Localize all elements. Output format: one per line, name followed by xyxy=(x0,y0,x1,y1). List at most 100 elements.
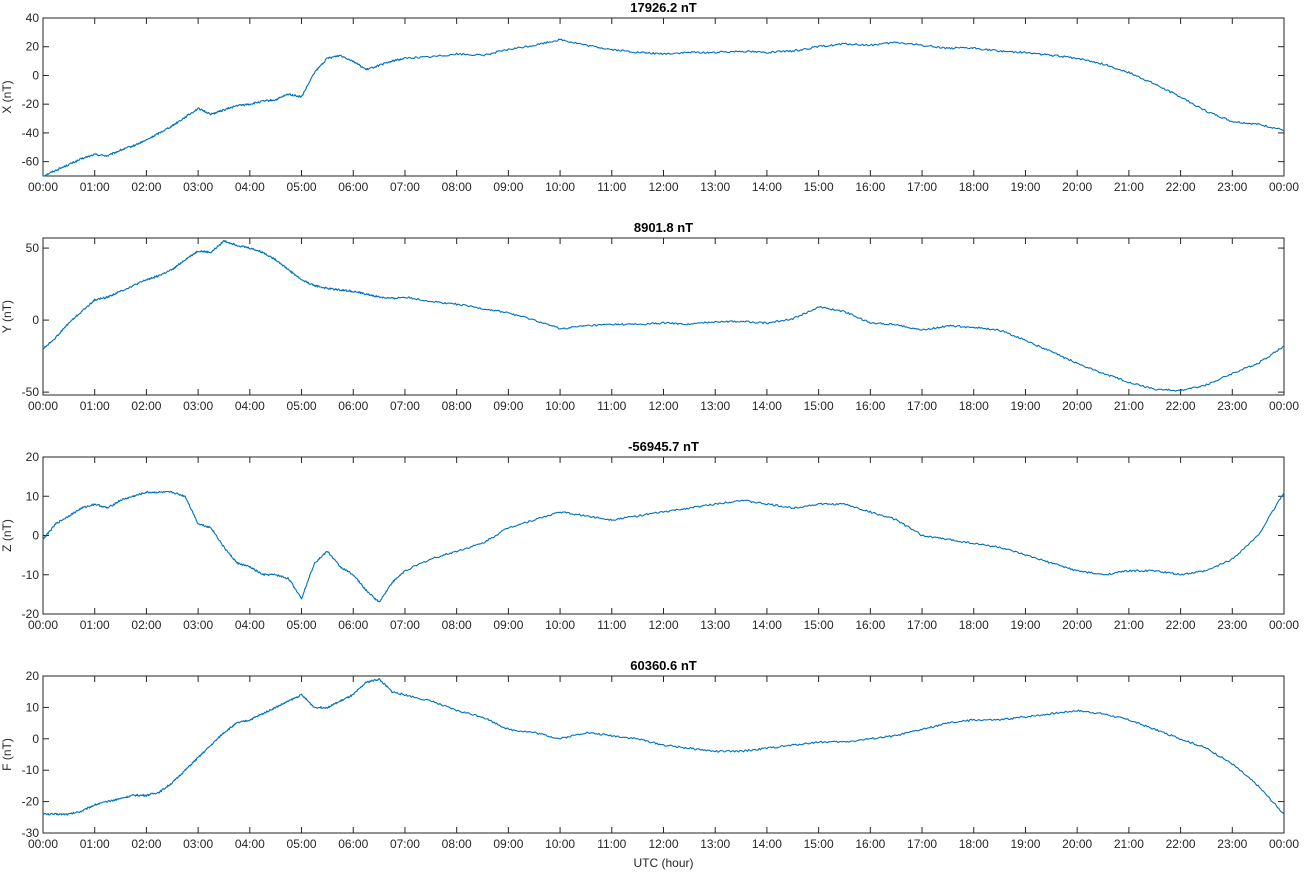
y-tick-label: -50 xyxy=(22,385,40,399)
series-line xyxy=(42,240,1285,392)
x-tick-label: 00:00 xyxy=(28,618,58,632)
x-tick-label: 00:00 xyxy=(1269,399,1299,413)
x-tick-label: 21:00 xyxy=(1114,837,1144,851)
x-tick-label: 15:00 xyxy=(804,837,834,851)
x-tick-label: 07:00 xyxy=(390,618,420,632)
x-tick-label: 20:00 xyxy=(1062,837,1092,851)
axes-box xyxy=(42,456,1285,615)
x-tick-label: 14:00 xyxy=(752,180,782,194)
y-axis-label: Y (nT) xyxy=(0,300,14,333)
y-axis-label: Z (nT) xyxy=(0,519,14,552)
x-tick-label: 03:00 xyxy=(183,618,213,632)
y-axis-label: X (nT) xyxy=(0,80,14,113)
panel-title: 17926.2 nT xyxy=(630,0,697,15)
y-tick-label: 10 xyxy=(26,489,40,503)
y-tick-label: 40 xyxy=(26,11,40,25)
y-tick-label: -20 xyxy=(22,97,40,111)
x-tick-label: 04:00 xyxy=(235,618,265,632)
x-tick-label: 18:00 xyxy=(959,399,989,413)
axes-box xyxy=(42,675,1285,834)
series-line xyxy=(42,678,1285,816)
x-tick-label: 09:00 xyxy=(493,618,523,632)
x-axis-label: UTC (hour) xyxy=(633,856,693,870)
x-tick-label: 04:00 xyxy=(235,837,265,851)
x-tick-label: 00:00 xyxy=(28,180,58,194)
x-tick-label: 01:00 xyxy=(80,837,110,851)
y-tick-label: 20 xyxy=(26,450,40,464)
panel-0: 17926.2 nT X (nT) -60 -40 -20 0 20 40 00:00 01:00… xyxy=(0,0,1299,194)
x-tick-label: 08:00 xyxy=(442,618,472,632)
x-tick-label: 22:00 xyxy=(1166,618,1196,632)
x-tick-label: 23:00 xyxy=(1217,180,1247,194)
x-tick-label: 14:00 xyxy=(752,618,782,632)
x-tick-label: 23:00 xyxy=(1217,837,1247,851)
x-tick-label: 00:00 xyxy=(1269,180,1299,194)
panel-3: 60360.6 nT F (nT) -30 -20 -10 0 10 20 00:00 01:00… xyxy=(0,658,1299,851)
x-tick-label: 17:00 xyxy=(907,618,937,632)
x-tick-label: 16:00 xyxy=(855,399,885,413)
x-tick-label: 09:00 xyxy=(493,837,523,851)
y-tick-label: 0 xyxy=(32,732,39,746)
x-tick-label: 12:00 xyxy=(648,837,678,851)
x-tick-label: 20:00 xyxy=(1062,618,1092,632)
x-tick-label: 02:00 xyxy=(131,399,161,413)
x-tick-label: 13:00 xyxy=(700,399,730,413)
y-tick-label: 10 xyxy=(26,700,40,714)
x-tick-label: 16:00 xyxy=(855,180,885,194)
panel-title: -56945.7 nT xyxy=(628,439,699,454)
x-tick-label: 23:00 xyxy=(1217,618,1247,632)
x-tick-label: 01:00 xyxy=(80,618,110,632)
x-tick-label: 12:00 xyxy=(648,399,678,413)
x-tick-label: 00:00 xyxy=(1269,837,1299,851)
y-tick-label: 20 xyxy=(26,40,40,54)
y-axis-label: F (nT) xyxy=(0,738,14,771)
x-tick-label: 10:00 xyxy=(545,180,575,194)
y-tick-label: 50 xyxy=(26,241,40,255)
x-tick-label: 19:00 xyxy=(1010,399,1040,413)
y-tick-label: 20 xyxy=(26,669,40,683)
x-tick-label: 09:00 xyxy=(493,180,523,194)
y-tick-label: -60 xyxy=(22,155,40,169)
x-tick-label: 11:00 xyxy=(597,399,626,413)
x-tick-label: 06:00 xyxy=(338,399,368,413)
x-tick-label: 20:00 xyxy=(1062,180,1092,194)
y-tick-label: -10 xyxy=(22,568,40,582)
x-tick-label: 01:00 xyxy=(80,399,110,413)
x-tick-label: 03:00 xyxy=(183,180,213,194)
x-tick-label: 07:00 xyxy=(390,180,420,194)
x-tick-label: 00:00 xyxy=(1269,618,1299,632)
x-tick-label: 09:00 xyxy=(493,399,523,413)
x-tick-label: 07:00 xyxy=(390,837,420,851)
x-tick-label: 19:00 xyxy=(1010,618,1040,632)
y-tick-label: 0 xyxy=(32,529,39,543)
y-tick-label: -20 xyxy=(22,607,40,621)
x-tick-label: 05:00 xyxy=(287,618,317,632)
x-tick-label: 18:00 xyxy=(959,618,989,632)
x-tick-label: 08:00 xyxy=(442,837,472,851)
x-tick-label: 21:00 xyxy=(1114,399,1144,413)
x-tick-label: 04:00 xyxy=(235,180,265,194)
x-tick-label: 21:00 xyxy=(1114,618,1144,632)
y-tick-label: 0 xyxy=(32,68,39,82)
x-tick-label: 02:00 xyxy=(131,618,161,632)
x-tick-label: 22:00 xyxy=(1166,399,1196,413)
x-tick-label: 21:00 xyxy=(1114,180,1144,194)
x-tick-label: 19:00 xyxy=(1010,837,1040,851)
x-tick-label: 22:00 xyxy=(1166,180,1196,194)
y-tick-label: -40 xyxy=(22,126,40,140)
x-tick-label: 06:00 xyxy=(338,180,368,194)
x-tick-label: 08:00 xyxy=(442,180,472,194)
series-line xyxy=(43,38,1285,177)
x-tick-label: 12:00 xyxy=(648,618,678,632)
series-line xyxy=(42,490,1285,603)
y-tick-label: 0 xyxy=(32,313,39,327)
x-tick-label: 23:00 xyxy=(1217,399,1247,413)
x-tick-label: 04:00 xyxy=(235,399,265,413)
y-tick-label: -30 xyxy=(22,826,40,840)
x-tick-label: 17:00 xyxy=(907,180,937,194)
panel-title: 8901.8 nT xyxy=(634,220,693,235)
x-tick-label: 14:00 xyxy=(752,399,782,413)
x-tick-label: 13:00 xyxy=(700,837,730,851)
x-tick-label: 10:00 xyxy=(545,618,575,632)
